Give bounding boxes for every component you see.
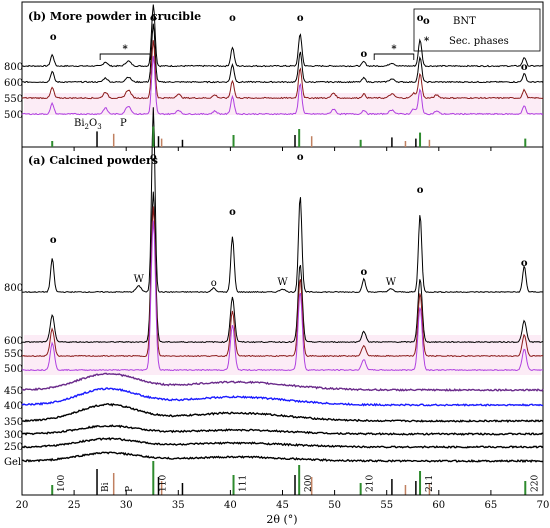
legend-label-sec: Sec. phases — [449, 36, 509, 47]
panel-a-label-gel: Gel — [4, 457, 21, 468]
panel-b-ref-label-p: P — [120, 118, 127, 129]
panel-b-peak-marker: o — [150, 13, 157, 24]
panel-a-trace-800 — [21, 107, 544, 294]
panel-a-ref-label-p: P — [125, 486, 135, 492]
sec-phase-bracket-symbol: * — [391, 44, 397, 55]
panel-b-title: (b) More powder in crucible — [28, 10, 201, 23]
panel-a-trace-550 — [21, 206, 544, 358]
panel-a-secondary-marker: W — [134, 274, 145, 285]
panel-a-trace-gel — [21, 451, 543, 464]
panel-a-secondary-marker: W — [277, 277, 288, 288]
sec-phase-bracket — [99, 53, 151, 60]
bi2o3-o: O — [89, 118, 97, 129]
hkl-label-210: 210 — [366, 475, 376, 492]
legend-box — [413, 8, 541, 52]
panel-a-peak-marker: o — [417, 185, 424, 196]
hkl-label-110: 110 — [158, 475, 168, 492]
x-axis-title: 2θ (°) — [266, 513, 297, 526]
x-tick-label: 55 — [380, 500, 393, 511]
panel-b-label-500: 500 — [4, 110, 23, 121]
panel-a-peak-marker: o — [50, 235, 57, 246]
panel-a-trace-400 — [21, 387, 543, 407]
panel-b-peak-marker: o — [50, 32, 57, 43]
x-tick-label: 35 — [172, 500, 185, 511]
hkl-label-200: 200 — [304, 475, 314, 492]
panel-a-ref-label-bi: Bi — [101, 482, 111, 492]
panel-b-trace-600 — [21, 23, 544, 84]
legend-label-bnt: BNT — [453, 16, 476, 27]
panel-a-secondary-marker: o — [211, 278, 217, 289]
panel-a-frame — [21, 146, 544, 496]
panel-a-label-250: 250 — [4, 442, 23, 453]
hkl-label-211: 211 — [425, 475, 435, 492]
panel-a-peak-marker: o — [521, 258, 528, 269]
hkl-label-220: 220 — [530, 475, 540, 492]
panel-b-trace-550 — [21, 40, 544, 100]
panel-a-label-600: 600 — [4, 336, 23, 347]
brackets-layer: * * — [99, 44, 415, 60]
panel-b-peak-marker: o — [360, 49, 367, 60]
panel-b-trace-800 — [21, 4, 544, 68]
bi2o3-sub3: 3 — [97, 123, 101, 131]
panel-a-pink-band — [24, 335, 541, 375]
hkl-labels-layer: 100 110 111 200 210 211 220 — [57, 475, 540, 492]
panel-a-label-300: 300 — [4, 430, 23, 441]
panel-b-peak-marker: o — [417, 13, 424, 24]
panel-b-pink-band — [24, 93, 541, 115]
panel-a-label-450: 450 — [4, 386, 23, 397]
panel-b-label-800: 800 — [4, 62, 23, 73]
bi2o3-sub2: 2 — [85, 123, 89, 131]
panel-a-label-800: 800 — [4, 283, 23, 294]
panel-a-label-500: 500 — [4, 364, 23, 375]
panel-a-label-400: 400 — [4, 401, 23, 412]
panel-a-label-550: 550 — [4, 349, 23, 360]
panel-b-peak-marker: o — [521, 62, 528, 73]
sec-phase-bracket — [373, 53, 415, 60]
panel-a-trace-300 — [21, 424, 544, 436]
panel-a-peak-marker: o — [229, 207, 236, 218]
panel-a-trace-500 — [21, 220, 543, 372]
x-tick-label: 30 — [120, 500, 133, 511]
panel-a-peak-marker: o — [297, 152, 304, 163]
panel-b-peak-marker: o — [297, 13, 304, 24]
bi2o3-bi: Bi — [74, 118, 85, 129]
x-tick-label: 60 — [432, 500, 445, 511]
x-tick-label: 25 — [68, 500, 81, 511]
panel-a-label-350: 350 — [4, 417, 23, 428]
hkl-label-100: 100 — [57, 475, 67, 492]
panel-b-label-550: 550 — [4, 94, 23, 105]
panel-b-trace-500 — [21, 55, 544, 116]
x-tick-label: 70 — [537, 500, 550, 511]
x-axis: 20 25 30 35 40 45 50 55 60 65 70 — [16, 147, 550, 511]
hkl-label-111: 111 — [239, 475, 249, 492]
reference-sticks-layer — [51, 126, 527, 495]
panel-b-peak-marker: o — [229, 13, 236, 24]
legend: o BNT * Sec. phases — [413, 8, 541, 52]
panel-a-trace-350 — [21, 403, 544, 424]
panel-a-secondary-marker: W — [386, 277, 397, 288]
x-tick-label: 50 — [328, 500, 341, 511]
sec-phase-bracket-symbol: * — [123, 44, 129, 55]
legend-symbol-bnt: o — [423, 16, 430, 27]
panel-a-trace-250 — [21, 436, 544, 449]
panel-b-label-600: 600 — [4, 78, 23, 89]
x-tick-label: 65 — [485, 500, 498, 511]
x-tick-label: 40 — [224, 500, 237, 511]
panel-a-trace-450 — [22, 372, 544, 392]
svg-text:Bi2O3: Bi2O3 — [74, 118, 102, 131]
traces-layer — [21, 4, 544, 464]
panel-a-peak-marker: o — [150, 152, 157, 163]
panel-a-trace-600 — [21, 191, 544, 344]
panel-b-ref-label-bi2o3: Bi2O3 — [74, 118, 102, 131]
legend-symbol-sec: * — [424, 36, 430, 47]
x-tick-label: 20 — [16, 500, 29, 511]
panel-a-peak-marker: o — [360, 267, 367, 278]
x-tick-label: 45 — [276, 500, 289, 511]
panel-a-title: (a) Calcined powders — [28, 154, 158, 167]
